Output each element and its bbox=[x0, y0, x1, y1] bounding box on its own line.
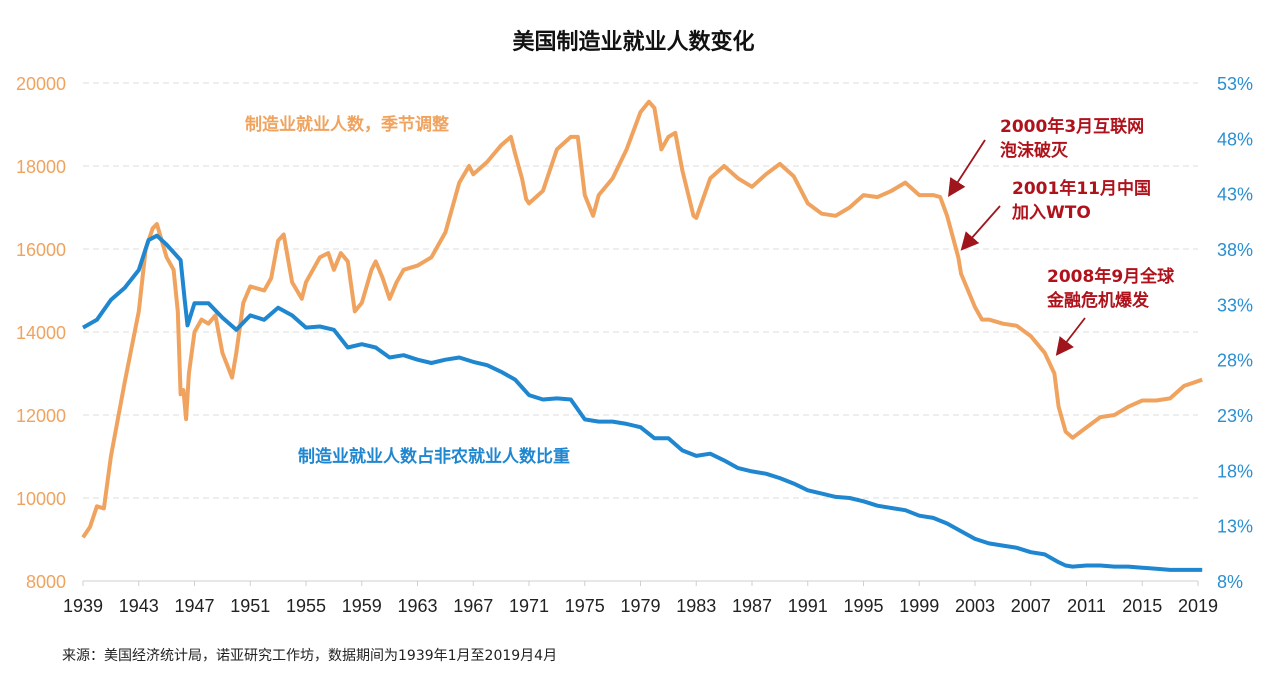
left-axis-tick-label: 18000 bbox=[16, 157, 66, 177]
right-axis-tick-label: 53% bbox=[1217, 74, 1253, 94]
right-axis-tick-label: 8% bbox=[1217, 572, 1243, 592]
x-axis-tick-label: 1983 bbox=[676, 596, 716, 616]
x-axis-tick-label: 1959 bbox=[342, 596, 382, 616]
annotation-text: 2001年11月中国 bbox=[1012, 178, 1151, 199]
x-axis-tick-label: 1987 bbox=[732, 596, 772, 616]
right-axis-tick-label: 38% bbox=[1217, 240, 1253, 260]
annotation-text: 金融危机爆发 bbox=[1046, 290, 1150, 311]
x-axis-tick-label: 1951 bbox=[230, 596, 270, 616]
x-axis-tick-label: 1999 bbox=[899, 596, 939, 616]
employment-line bbox=[81, 99, 1203, 539]
x-axis-tick-label: 1979 bbox=[620, 596, 660, 616]
right-axis-tick-label: 33% bbox=[1217, 295, 1253, 315]
x-axis-tick-label: 1967 bbox=[453, 596, 493, 616]
right-axis-tick-label: 13% bbox=[1217, 517, 1253, 537]
left-axis-tick-label: 20000 bbox=[16, 74, 66, 94]
annotation-text: 泡沫破灭 bbox=[1000, 140, 1069, 161]
left-axis-tick-label: 12000 bbox=[16, 406, 66, 426]
annotation-arrow bbox=[948, 139, 986, 198]
right-axis-tick-label: 43% bbox=[1217, 185, 1253, 205]
x-axis-tick-label: 2015 bbox=[1122, 596, 1162, 616]
annotation-text: 加入WTO bbox=[1011, 203, 1091, 223]
annotation-arrow bbox=[1055, 317, 1086, 356]
right-axis-tick-label: 48% bbox=[1217, 129, 1253, 149]
x-axis-tick-label: 1971 bbox=[509, 596, 549, 616]
share-line bbox=[82, 233, 1203, 572]
x-axis-tick-label: 1955 bbox=[286, 596, 326, 616]
left-axis-tick-label: 16000 bbox=[16, 240, 66, 260]
x-axis-tick-label: 1947 bbox=[174, 596, 214, 616]
chart-title: 美国制造业就业人数变化 bbox=[512, 30, 755, 55]
x-axis-tick-label: 1939 bbox=[63, 596, 103, 616]
x-axis-tick-label: 2003 bbox=[955, 596, 995, 616]
left-axis-tick-label: 8000 bbox=[26, 572, 66, 592]
x-axis-tick-label: 1975 bbox=[565, 596, 605, 616]
right-axis-tick-label: 23% bbox=[1217, 406, 1253, 426]
x-axis-tick-label: 1995 bbox=[843, 596, 883, 616]
annotation-text: 2000年3月互联网 bbox=[1000, 116, 1144, 137]
left-axis-tick-label: 10000 bbox=[16, 489, 66, 509]
x-axis-tick-label: 2011 bbox=[1067, 596, 1106, 616]
x-axis-tick-label: 1991 bbox=[788, 596, 828, 616]
series-label-share: 制造业就业人数占非农就业人数比重 bbox=[298, 446, 570, 467]
series-label-employment: 制造业就业人数，季节调整 bbox=[245, 114, 449, 135]
x-axis-tick-label: 1943 bbox=[119, 596, 159, 616]
annotation-arrow bbox=[960, 205, 1001, 251]
annotation-text: 2008年9月全球 bbox=[1047, 266, 1175, 287]
source-note: 来源：美国经济统计局，诺亚研究工作坊，数据期间为1939年1月至2019月4月 bbox=[62, 648, 558, 664]
x-axis-tick-label: 1963 bbox=[397, 596, 437, 616]
right-axis-tick-label: 18% bbox=[1217, 461, 1253, 481]
left-axis-tick-label: 14000 bbox=[16, 323, 66, 343]
x-axis-tick-label: 2019 bbox=[1178, 596, 1218, 616]
x-axis-tick-label: 2007 bbox=[1011, 596, 1051, 616]
right-axis-tick-label: 28% bbox=[1217, 351, 1253, 371]
